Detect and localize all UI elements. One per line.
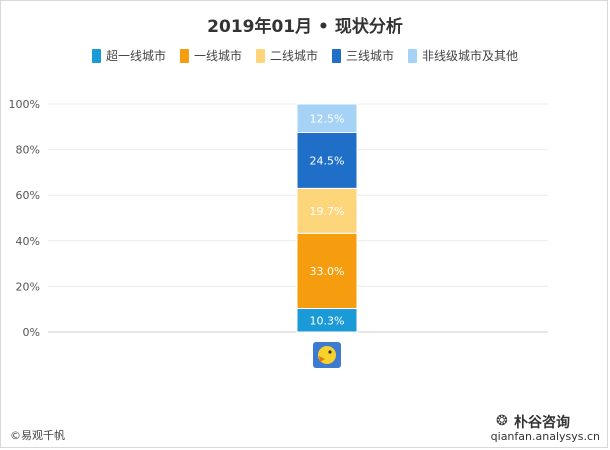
wechat-icon: ❂ xyxy=(496,413,508,429)
legend-swatch xyxy=(408,48,418,63)
source-credit: ©易观千帆 xyxy=(10,429,65,442)
y-tick-label: 20% xyxy=(16,280,40,293)
y-tick-label: 40% xyxy=(16,235,40,248)
data-label: 24.5% xyxy=(310,154,345,167)
legend-swatch xyxy=(179,48,189,63)
bar-segment[interactable] xyxy=(296,103,358,133)
y-tick-label: 100% xyxy=(9,98,40,111)
app-logo-icon xyxy=(313,342,341,368)
y-tick-label: 60% xyxy=(16,189,40,202)
y-tick-label: 80% xyxy=(16,144,40,157)
legend-label: 超一线城市 xyxy=(105,49,166,63)
data-label: 12.5% xyxy=(310,112,345,125)
legend: 超一线城市 一线城市 二线城市 三线城市 非线级城市及其他 xyxy=(0,47,610,64)
legend-item-tier3[interactable]: 三线城市 xyxy=(332,47,394,64)
legend-label: 非线级城市及其他 xyxy=(422,49,519,63)
legend-item-tier2[interactable]: 二线城市 xyxy=(255,47,318,64)
data-label: 10.3% xyxy=(310,314,345,327)
data-label: 19.7% xyxy=(310,205,345,218)
bar-segment[interactable] xyxy=(296,132,358,189)
watermark-name: 朴谷咨询 xyxy=(514,415,570,431)
data-label: 33.0% xyxy=(310,265,345,278)
legend-swatch xyxy=(91,48,101,63)
legend-label: 三线城市 xyxy=(346,49,395,63)
legend-swatch xyxy=(332,48,341,63)
legend-item-tier1[interactable]: 一线城市 xyxy=(179,47,242,64)
legend-swatch xyxy=(255,48,265,63)
legend-item-super-tier1[interactable]: 超一线城市 xyxy=(91,47,166,64)
legend-label: 二线城市 xyxy=(269,49,318,63)
watermark-url: qianfan.analysys.cn xyxy=(490,430,600,443)
legend-item-non-tier[interactable]: 非线级城市及其他 xyxy=(408,47,518,64)
legend-label: 一线城市 xyxy=(193,49,242,63)
y-tick-label: 0% xyxy=(23,326,40,339)
bar-segment[interactable] xyxy=(296,232,358,310)
chart-title: 2019年01月 • 现状分析 xyxy=(207,17,403,37)
